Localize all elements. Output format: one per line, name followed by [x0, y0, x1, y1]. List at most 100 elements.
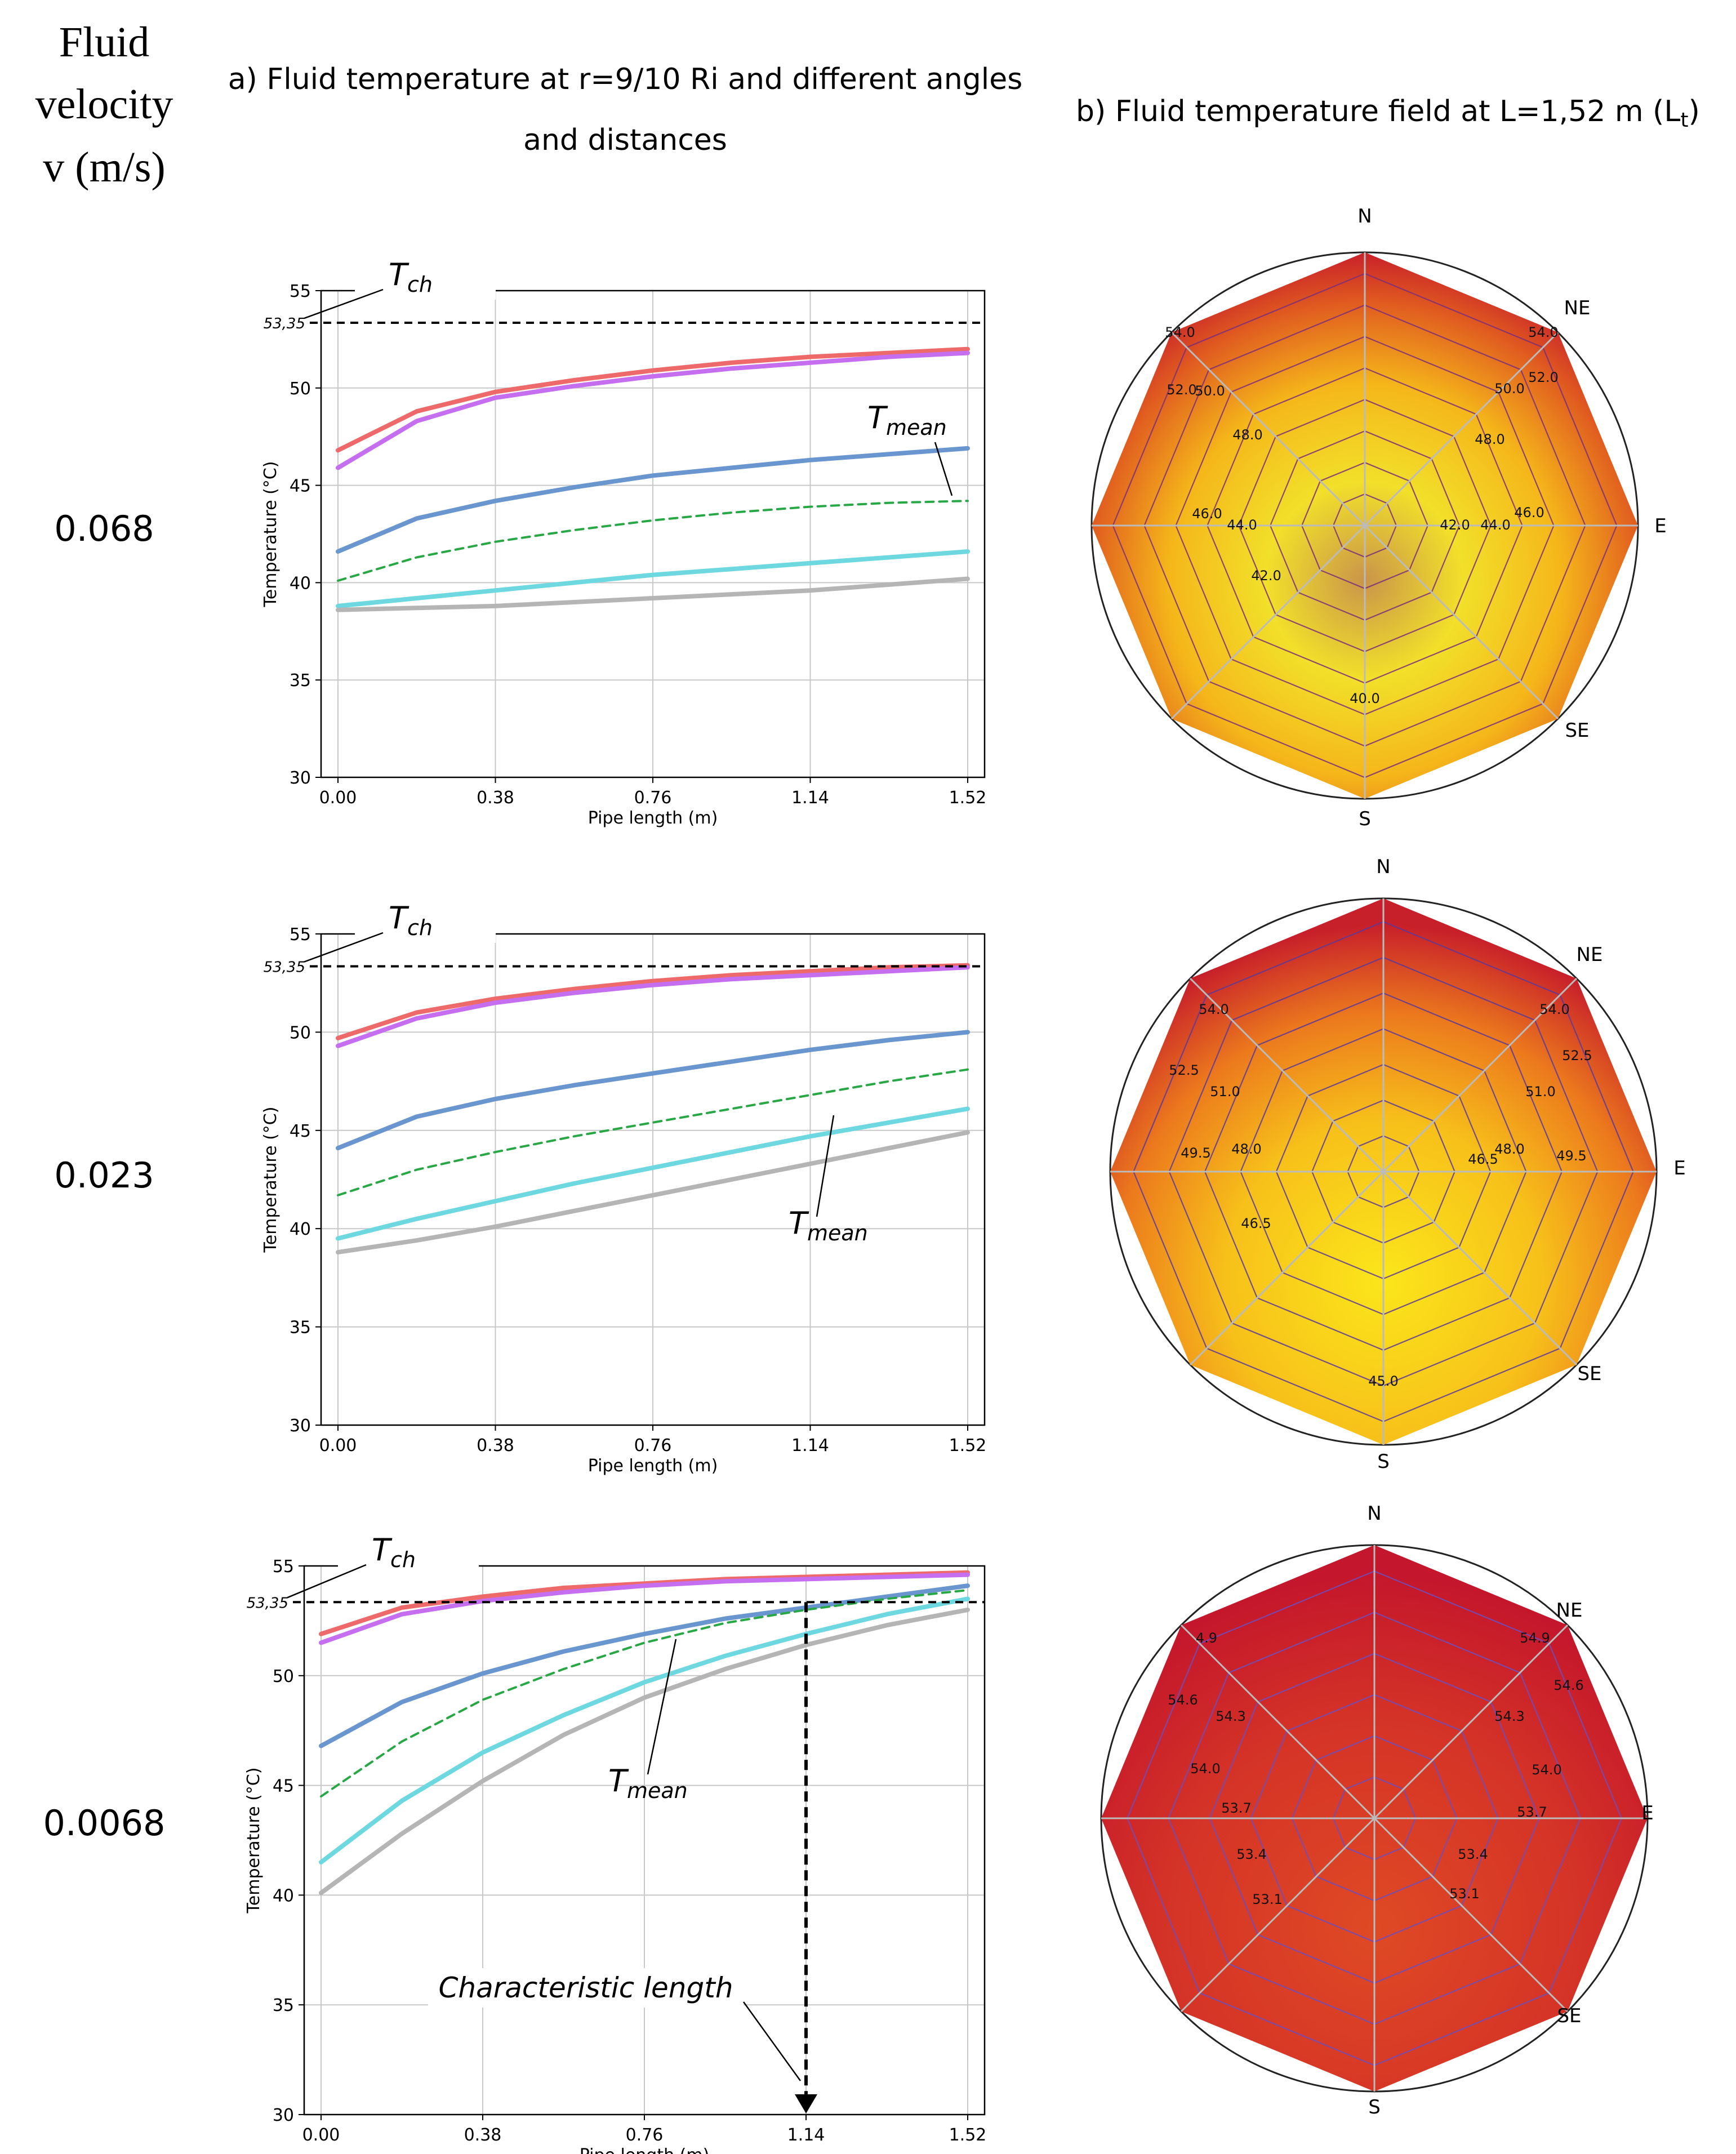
tmean-leader — [816, 1115, 835, 1217]
y-tick-label: 35 — [290, 1318, 311, 1338]
velocity-label-3: 0.0068 — [43, 1803, 166, 1844]
tch-leader — [304, 288, 384, 319]
y-tick-label: 45 — [290, 477, 311, 496]
direction-label-se: SE — [1577, 1363, 1601, 1385]
x-tick-label: 0.38 — [477, 1436, 514, 1456]
y-tick-label: 35 — [273, 1996, 294, 2015]
contour-value-label: 40.0 — [1350, 691, 1379, 706]
x-tick-label: 1.52 — [949, 788, 987, 808]
direction-label-ne: NE — [1577, 944, 1603, 966]
y-tick-label: 40 — [290, 573, 311, 593]
panel-a-title-line-1: a) Fluid temperature at r=9/10 Ri and di… — [228, 63, 1023, 96]
tmean-label: Tmean — [867, 400, 947, 440]
polar-spoke — [1180, 1817, 1376, 2013]
contour-value-label: 54.0 — [1532, 1762, 1561, 1778]
y-tick-label: 45 — [273, 1777, 294, 1796]
contour-value-label: 49.5 — [1181, 1145, 1210, 1161]
contour-value-label: 44.0 — [1480, 517, 1510, 533]
contour-value-label: 54.6 — [1554, 1677, 1583, 1693]
tmean-label: Tmean — [789, 1205, 868, 1245]
line-chart-v0068: 0.00 0.38 0.76 1.14 1.52 30 35 40 45 50 55 Pipe len… — [261, 257, 986, 828]
tch-label: Tch — [389, 900, 433, 940]
velocity-title-line-2: velocity — [35, 81, 173, 128]
x-tick-label: 1.14 — [787, 2125, 825, 2145]
contour-value-label: 54.3 — [1216, 1708, 1245, 1724]
direction-label-s: S — [1368, 2096, 1381, 2119]
contour-value-label: 53.7 — [1221, 1800, 1251, 1816]
x-tick-label: 0.76 — [634, 788, 672, 808]
polar-spoke — [1373, 1817, 1569, 2013]
x-tick-label: 1.52 — [949, 1436, 987, 1456]
line-blue — [336, 446, 970, 554]
y-tick-label: 50 — [290, 379, 311, 399]
polar-plot-v00068: N NE E SE S 4.9 54.9 54.6 54.6 54.3 54.3 54.0 54.0 53… — [1100, 1502, 1654, 2119]
y-axis-label: Temperature (°C) — [261, 1107, 281, 1253]
y-tick-label: 55 — [290, 282, 311, 301]
contour-value-label: 52.5 — [1562, 1048, 1592, 1063]
contour-value-label: 45.0 — [1368, 1373, 1398, 1389]
velocity-title: Fluid velocity v (m/s) — [35, 19, 173, 191]
characteristic-length-bg — [428, 1968, 744, 2008]
x-tick-label: 1.14 — [791, 1436, 829, 1456]
direction-label-e: E — [1641, 1802, 1653, 1824]
tch-label-bg — [355, 266, 496, 300]
tch-leader — [304, 932, 384, 963]
tch-label: Tch — [372, 1532, 416, 1572]
contour-value-label: 50.0 — [1494, 381, 1524, 397]
direction-label-n: N — [1367, 1502, 1381, 1525]
x-tick-label: 0.76 — [626, 2125, 664, 2145]
line-cyan — [319, 1596, 970, 1864]
direction-label-s: S — [1377, 1450, 1390, 1473]
polar-spoke — [1364, 331, 1559, 527]
polar-spoke — [1373, 1624, 1569, 1819]
contour-value-label: 52.0 — [1528, 370, 1558, 385]
contour-value-label: 46.0 — [1514, 505, 1544, 520]
y-tick-label: 30 — [273, 2106, 294, 2125]
y-axis-label: Temperature (°C) — [261, 461, 281, 608]
polar-spoke — [1189, 977, 1385, 1173]
contour-value-label: 48.0 — [1494, 1141, 1524, 1157]
direction-label-n: N — [1357, 205, 1372, 228]
contour-value-label: 44.0 — [1227, 517, 1257, 533]
tch-label-bg — [355, 909, 496, 943]
contour-value-label: 52.0 — [1167, 382, 1196, 398]
contour-value-label: 42.0 — [1440, 517, 1470, 533]
tch-label: Tch — [389, 257, 433, 297]
contour-value-label: 54.0 — [1528, 324, 1558, 340]
line-red — [336, 963, 970, 1040]
y-tick-label: 50 — [290, 1023, 311, 1043]
direction-label-ne: NE — [1556, 1599, 1583, 1622]
tch-label-bg — [338, 1541, 479, 1575]
contour-value-label: 54.0 — [1539, 1002, 1569, 1017]
x-tick-label: 1.52 — [949, 2125, 987, 2145]
contour-value-label: 51.0 — [1525, 1084, 1555, 1100]
tmean-leader — [647, 1639, 677, 1775]
x-tick-label: 0.76 — [634, 1436, 672, 1456]
tch-value-label: 53,35 — [264, 959, 305, 976]
contour-value-label: 54.9 — [1520, 1630, 1550, 1646]
contour-value-label: 46.0 — [1192, 506, 1222, 522]
y-tick-label: 50 — [273, 1667, 294, 1686]
panel-b-title: b) Fluid temperature field at L=1,52 m (… — [1076, 95, 1700, 132]
y-tick-label: 35 — [290, 671, 311, 691]
contour-value-label: 46.5 — [1468, 1151, 1498, 1167]
y-tick-label: 30 — [290, 1416, 311, 1436]
contour-value-label: 51.0 — [1210, 1084, 1240, 1100]
x-tick-label: 1.14 — [791, 788, 829, 808]
x-axis-label: Pipe length (m) — [588, 808, 718, 828]
line-magenta — [336, 965, 970, 1048]
line-cyan — [336, 1106, 970, 1241]
line-chart-v00068: 0.00 0.38 0.76 1.14 1.52 30 35 40 45 50 55 Pipe len… — [244, 1532, 986, 2154]
tmean-leader — [934, 442, 953, 496]
polar-spoke — [1170, 331, 1366, 527]
x-tick-label: 0.00 — [302, 2125, 340, 2145]
contour-value-label: 48.0 — [1232, 427, 1262, 443]
polar-spoke — [1180, 1624, 1376, 1819]
line-cyan — [336, 549, 970, 608]
line-magenta — [319, 1572, 970, 1645]
x-axis-label: Pipe length (m) — [588, 1456, 718, 1476]
line-chart-v0023: 0.00 0.38 0.76 1.14 1.52 30 35 40 45 50 55 Pipe len… — [261, 900, 986, 1476]
y-tick-label: 55 — [290, 925, 311, 945]
polar-spoke — [1189, 1171, 1385, 1366]
tch-leader — [287, 1564, 367, 1599]
